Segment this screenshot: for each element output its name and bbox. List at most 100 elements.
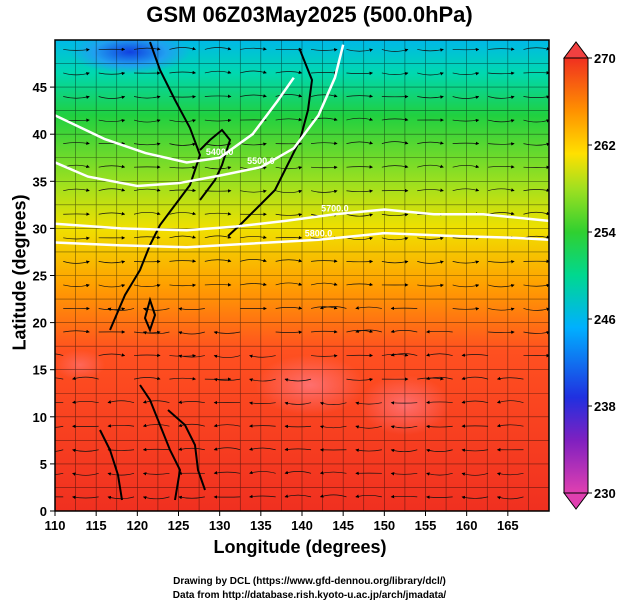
streamline xyxy=(284,447,312,452)
streamline xyxy=(240,70,267,74)
grid-lines xyxy=(55,40,549,511)
streamline xyxy=(426,353,453,357)
streamline xyxy=(72,400,99,404)
streamline xyxy=(240,282,267,287)
y-tick-label: 10 xyxy=(33,410,47,425)
streamline xyxy=(107,472,135,476)
colorbar-tick-label: 254 xyxy=(594,225,616,240)
streamline xyxy=(133,119,161,123)
streamline xyxy=(452,72,480,76)
x-tick-label: 125 xyxy=(168,518,190,533)
streamline xyxy=(310,117,338,121)
streamline xyxy=(142,423,170,428)
streamline xyxy=(452,164,480,169)
streamline xyxy=(142,400,170,404)
streamline xyxy=(319,494,347,498)
streamline xyxy=(319,305,347,310)
streamline xyxy=(426,376,453,381)
streamline xyxy=(133,235,161,240)
streamline xyxy=(107,307,135,311)
streamline xyxy=(417,283,444,288)
streamline xyxy=(319,471,347,475)
streamline xyxy=(355,425,382,429)
streamline xyxy=(284,470,312,475)
streamline xyxy=(275,117,303,122)
streamline xyxy=(249,354,276,359)
colorbar-tick-label: 230 xyxy=(594,486,616,501)
streamline xyxy=(275,258,303,263)
y-tick-label: 20 xyxy=(33,316,47,331)
streamline xyxy=(319,401,347,406)
streamline xyxy=(63,72,90,76)
streamline xyxy=(390,353,418,357)
streamline xyxy=(381,141,409,145)
contour-label: 5400.0 xyxy=(206,147,234,157)
streamline xyxy=(169,259,197,263)
streamline xyxy=(178,423,205,428)
streamline xyxy=(487,284,515,288)
streamline xyxy=(452,260,480,264)
streamline xyxy=(169,188,197,193)
streamline xyxy=(169,142,197,147)
streamline xyxy=(311,165,338,170)
streamline xyxy=(72,448,99,453)
streamline xyxy=(488,260,515,264)
streamline xyxy=(381,260,409,264)
streamline xyxy=(311,329,338,334)
streamline xyxy=(310,282,338,286)
streamline xyxy=(98,260,126,264)
x-tick-label: 110 xyxy=(45,518,66,533)
streamline xyxy=(523,283,549,288)
streamline xyxy=(275,213,303,217)
streamline xyxy=(142,447,170,452)
streamline xyxy=(204,166,232,170)
wind-streamlines xyxy=(55,46,549,500)
streamline xyxy=(213,354,241,359)
streamline xyxy=(426,472,453,476)
streamline xyxy=(240,94,267,98)
streamline xyxy=(487,119,515,123)
y-tick-label: 5 xyxy=(40,457,47,472)
streamline xyxy=(249,494,276,499)
streamline xyxy=(355,329,382,333)
streamline xyxy=(284,424,312,429)
streamline xyxy=(204,70,232,74)
streamline xyxy=(426,424,453,429)
streamline xyxy=(310,94,338,98)
streamline xyxy=(523,119,549,123)
streamline xyxy=(346,117,374,121)
streamline xyxy=(381,117,409,122)
streamline xyxy=(523,211,549,216)
streamline xyxy=(390,448,418,453)
streamline xyxy=(496,400,524,404)
streamline xyxy=(133,283,161,288)
streamline xyxy=(390,329,418,334)
colorbar-bottom-cap xyxy=(563,492,589,510)
streamline xyxy=(355,494,382,498)
streamline xyxy=(488,47,515,51)
streamline xyxy=(169,165,197,170)
y-tick-label: 45 xyxy=(33,80,47,95)
streamline xyxy=(487,95,515,100)
streamline xyxy=(390,425,418,429)
streamline xyxy=(63,48,90,52)
streamline xyxy=(133,47,161,51)
streamline xyxy=(98,71,126,76)
x-tick-label: 155 xyxy=(415,518,437,533)
streamline xyxy=(142,472,170,476)
x-tick-label: 160 xyxy=(456,518,478,533)
streamline xyxy=(204,235,232,239)
credit-line-1: Drawing by DCL (https://www.gfd-dennou.o… xyxy=(173,576,446,587)
streamline xyxy=(496,423,524,428)
x-tick-label: 135 xyxy=(250,518,272,533)
streamline xyxy=(452,284,480,288)
height-contour-line xyxy=(55,208,549,232)
streamline xyxy=(213,377,241,382)
streamline xyxy=(310,189,338,194)
streamline xyxy=(461,400,489,404)
streamline xyxy=(169,119,197,123)
streamline xyxy=(275,93,303,98)
map-title: GSM 06Z03May2025 (500.0hPa) xyxy=(146,2,473,27)
height-contour-line xyxy=(55,76,295,164)
